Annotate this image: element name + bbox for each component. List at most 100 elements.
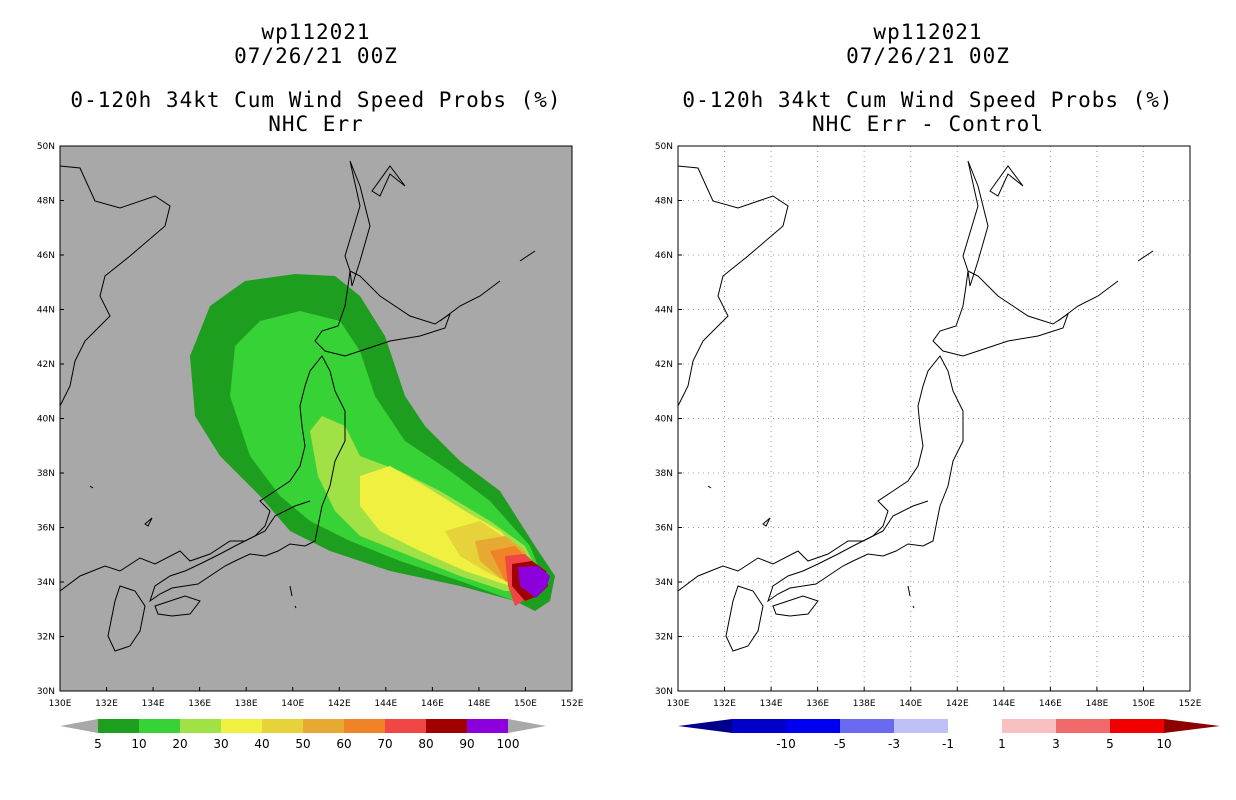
right-panel-title: wp112021 07/26/21 00Z 0-120h 34kt Cum Wi… bbox=[668, 20, 1188, 136]
prob-contour-90 bbox=[518, 566, 550, 598]
lon-label: 134E bbox=[760, 699, 783, 709]
lon-label: 140E bbox=[281, 699, 304, 709]
lat-label: 34N bbox=[655, 578, 673, 588]
left-lon-labels: 130E 132E 134E 136E 138E 140E 142E 144E 146E 148E… bbox=[49, 687, 584, 709]
left-panel-title: wp112021 07/26/21 00Z 0-120h 34kt Cum Wi… bbox=[56, 20, 576, 136]
lon-label: 152E bbox=[561, 699, 584, 709]
lat-label: 30N bbox=[655, 687, 673, 697]
lon-label: 152E bbox=[1179, 699, 1202, 709]
lat-label: 44N bbox=[37, 306, 55, 316]
colorbar-swatch bbox=[840, 719, 894, 733]
colorbar-label: 70 bbox=[377, 737, 392, 751]
colorbar-left-end bbox=[678, 719, 732, 733]
right-lat-labels: 50N 48N 46N 44N 42N 40N 38N 36N 34N 32N 30N bbox=[655, 142, 682, 697]
lat-label: 46N bbox=[655, 251, 673, 261]
colorbar-swatch bbox=[344, 719, 385, 733]
left-colorbar: 5 10 20 30 40 50 60 70 80 90 100 bbox=[60, 719, 546, 751]
lat-label: 42N bbox=[655, 360, 673, 370]
right-lon-labels: 130E 132E 134E 136E 138E 140E 142E 144E 146E 148E… bbox=[667, 687, 1202, 709]
lon-label: 134E bbox=[142, 699, 165, 709]
colorbar-left-end bbox=[60, 719, 98, 733]
colorbar-swatch bbox=[948, 719, 1002, 733]
lat-label: 48N bbox=[37, 197, 55, 207]
lon-label: 150E bbox=[1132, 699, 1155, 709]
lon-label: 140E bbox=[899, 699, 922, 709]
lat-label: 50N bbox=[37, 142, 55, 152]
left-subtitle: NHC Err bbox=[268, 112, 364, 136]
colorbar-swatch bbox=[467, 719, 508, 733]
right-datetime: 07/26/21 00Z bbox=[846, 44, 1010, 68]
colorbar-label: 10 bbox=[1156, 737, 1171, 751]
lon-label: 146E bbox=[1039, 699, 1062, 709]
colorbar-label: 90 bbox=[459, 737, 474, 751]
colorbar-label: 20 bbox=[172, 737, 187, 751]
lon-label: 138E bbox=[853, 699, 876, 709]
left-storm-id: wp112021 bbox=[261, 20, 371, 44]
lat-label: 38N bbox=[655, 469, 673, 479]
left-product-title: 0-120h 34kt Cum Wind Speed Probs (%) bbox=[70, 88, 562, 112]
lon-label: 132E bbox=[95, 699, 118, 709]
lat-label: 34N bbox=[37, 578, 55, 588]
colorbar-swatch bbox=[732, 719, 786, 733]
right-colorbar: -10 -5 -3 -1 1 3 5 10 bbox=[678, 719, 1220, 751]
lat-label: 42N bbox=[37, 360, 55, 370]
lat-label: 32N bbox=[37, 633, 55, 643]
lon-label: 146E bbox=[421, 699, 444, 709]
lon-label: 144E bbox=[992, 699, 1015, 709]
lon-label: 148E bbox=[467, 699, 490, 709]
colorbar-swatch bbox=[385, 719, 426, 733]
lat-label: 48N bbox=[655, 197, 673, 207]
lat-label: 40N bbox=[37, 415, 55, 425]
lon-label: 142E bbox=[328, 699, 351, 709]
lon-label: 138E bbox=[235, 699, 258, 709]
lat-label: 30N bbox=[37, 687, 55, 697]
colorbar-label: 1 bbox=[998, 737, 1006, 751]
colorbar-swatch bbox=[786, 719, 840, 733]
lon-label: 144E bbox=[374, 699, 397, 709]
colorbar-swatch bbox=[426, 719, 467, 733]
colorbar-label: 5 bbox=[94, 737, 102, 751]
colorbar-swatch bbox=[1110, 719, 1164, 733]
lat-label: 50N bbox=[655, 142, 673, 152]
lon-label: 136E bbox=[806, 699, 829, 709]
colorbar-swatch bbox=[139, 719, 180, 733]
colorbar-swatch bbox=[98, 719, 139, 733]
colorbar-label: -1 bbox=[942, 737, 954, 751]
left-lat-labels: 50N 48N 46N 44N 42N 40N 38N 36N 34N 32N 30N bbox=[37, 142, 64, 697]
lon-label: 150E bbox=[514, 699, 537, 709]
lat-label: 38N bbox=[37, 469, 55, 479]
lon-label: 130E bbox=[667, 699, 690, 709]
lat-label: 36N bbox=[655, 524, 673, 534]
colorbar-label: -5 bbox=[834, 737, 846, 751]
right-storm-id: wp112021 bbox=[873, 20, 983, 44]
colorbar-swatch bbox=[894, 719, 948, 733]
colorbar-label: 30 bbox=[213, 737, 228, 751]
lat-label: 36N bbox=[37, 524, 55, 534]
lon-label: 142E bbox=[946, 699, 969, 709]
lon-label: 132E bbox=[713, 699, 736, 709]
lat-label: 44N bbox=[655, 306, 673, 316]
colorbar-swatch bbox=[1056, 719, 1110, 733]
right-product-title: 0-120h 34kt Cum Wind Speed Probs (%) bbox=[682, 88, 1174, 112]
colorbar-label: 60 bbox=[336, 737, 351, 751]
lon-label: 136E bbox=[188, 699, 211, 709]
colorbar-right-end bbox=[1164, 719, 1220, 733]
lon-label: 130E bbox=[49, 699, 72, 709]
colorbar-swatch bbox=[221, 719, 262, 733]
colorbar-label: 5 bbox=[1106, 737, 1114, 751]
right-subtitle: NHC Err - Control bbox=[812, 112, 1044, 136]
colorbar-swatch bbox=[180, 719, 221, 733]
colorbar-label: 10 bbox=[131, 737, 146, 751]
colorbar-swatch bbox=[1002, 719, 1056, 733]
colorbar-label: -3 bbox=[888, 737, 900, 751]
colorbar-right-end bbox=[508, 719, 546, 733]
colorbar-label: 50 bbox=[295, 737, 310, 751]
colorbar-label: -10 bbox=[776, 737, 796, 751]
colorbar-swatch bbox=[303, 719, 344, 733]
lat-label: 40N bbox=[655, 415, 673, 425]
left-datetime: 07/26/21 00Z bbox=[234, 44, 398, 68]
colorbar-label: 100 bbox=[497, 737, 520, 751]
